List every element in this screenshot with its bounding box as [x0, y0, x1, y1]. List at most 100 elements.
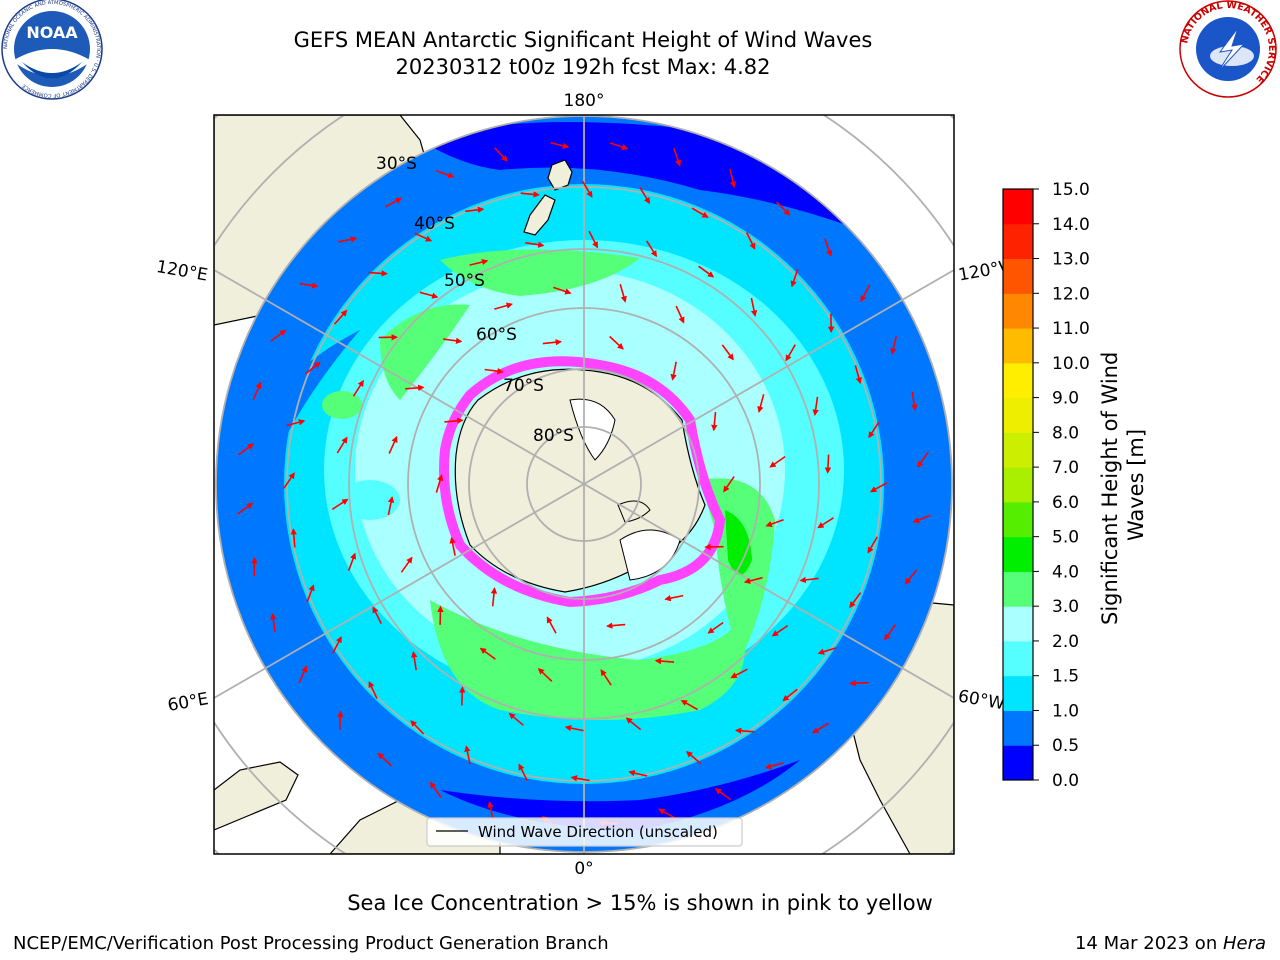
ross-ice-shelf — [569, 398, 616, 461]
wave-direction-arrow — [664, 594, 684, 602]
colorbar-tick-label: 6.0 — [1052, 493, 1079, 513]
colorbar-segment — [1003, 571, 1033, 607]
wave-direction-arrow — [405, 384, 425, 391]
wave-direction-arrow — [765, 762, 784, 770]
wind-wave-arrows — [237, 141, 931, 829]
wave-direction-arrow — [868, 421, 880, 439]
wave-direction-arrow — [730, 668, 748, 679]
colorbar-tick-label: 2.0 — [1052, 632, 1079, 652]
wave-direction-arrow — [817, 647, 837, 655]
wave-direction-arrow — [286, 419, 306, 427]
wave-direction-arrow — [911, 391, 918, 411]
wave-direction-arrow — [444, 417, 464, 424]
sea-ice-caption: Sea Ice Concentration > 15% is shown in … — [347, 891, 933, 915]
colorbar-segment — [1003, 501, 1033, 538]
wave-direction-arrow — [799, 576, 819, 584]
wave-direction-arrow — [890, 335, 898, 355]
lon-label-60e: 60°E — [166, 689, 210, 716]
wave-direction-arrow — [729, 169, 737, 189]
plot-title-line2: 20230312 t00z 192h fcst Max: 4.82 — [395, 55, 771, 79]
colorbar-tick-label: 8.0 — [1052, 423, 1079, 443]
wave-direction-arrow — [824, 454, 832, 474]
wave-direction-arrow — [494, 147, 508, 162]
wave-direction-arrow — [785, 344, 796, 362]
new-zealand-land — [523, 159, 573, 236]
colorbar-segment — [1003, 467, 1033, 503]
wave-direction-arrow — [609, 142, 629, 151]
graticule — [214, 115, 954, 854]
colorbar-segment — [1003, 675, 1033, 711]
wave-direction-arrow — [860, 284, 871, 303]
wave-direction-arrow — [600, 669, 612, 686]
wave-direction-arrow — [609, 335, 624, 350]
colorbar-label: Significant Height of Wind Waves [m] — [1098, 345, 1148, 625]
wave-direction-arrow — [619, 283, 627, 303]
wave-direction-arrow — [817, 517, 834, 529]
colorbar-tick-label: 3.0 — [1052, 597, 1079, 617]
wave-direction-arrow — [525, 241, 545, 248]
colorbar-border — [1002, 188, 1034, 781]
meridian-60e-120w — [214, 269, 954, 699]
wave-direction-arrow — [331, 498, 349, 510]
wave-direction-arrow — [654, 657, 675, 665]
wave-direction-arrow — [745, 232, 756, 250]
wave-direction-arrow — [388, 435, 398, 454]
lat-label-30s: 30°S — [376, 154, 417, 174]
wave-direction-arrow — [384, 197, 403, 208]
colorbar-label-line1: Significant Height of Wind — [1098, 352, 1122, 625]
noaa-logo-text: NOAA — [26, 23, 78, 42]
wave-direction-arrow — [776, 201, 791, 216]
wave-direction-arrow — [459, 686, 466, 706]
colorbar-tick-label: 13.0 — [1052, 250, 1090, 270]
lat-label-70s: 70°S — [503, 376, 544, 396]
colorbar-tick-label: 12.0 — [1052, 284, 1090, 304]
colorbar-tick-label: 14.0 — [1052, 215, 1090, 235]
lon-label-0: 0° — [574, 859, 593, 879]
colorbar-segment — [1003, 432, 1033, 468]
wave-direction-arrow — [581, 180, 593, 198]
wave-direction-arrow — [368, 270, 388, 277]
wave-direction-arrow — [419, 291, 439, 299]
wave-direction-arrow — [867, 536, 878, 554]
wave-direction-arrow — [347, 552, 357, 571]
wave-direction-arrow — [869, 482, 888, 493]
colorbar-segment — [1003, 223, 1033, 260]
wave-direction-arrow — [849, 680, 869, 687]
wave-direction-arrow — [479, 647, 496, 660]
wave-direction-arrow — [588, 230, 599, 249]
colorbar-segment — [1003, 640, 1033, 677]
wave-direction-arrow — [435, 474, 444, 493]
nws-logo-icon: NATIONAL WEATHER SERVICE — [1179, 0, 1277, 98]
colorbar-segment — [1003, 328, 1033, 364]
wave-direction-arrow — [646, 240, 657, 258]
wave-direction-arrow — [912, 514, 931, 524]
wave-direction-arrow — [299, 282, 319, 289]
map-legend: Wind Wave Direction (unscaled) — [426, 817, 743, 847]
colorbar-tick-label: 5.0 — [1052, 528, 1079, 548]
colorbar-tick-label: 15.0 — [1052, 180, 1090, 200]
wave-direction-arrow — [790, 268, 799, 288]
wave-direction-arrow — [570, 775, 590, 782]
wave-direction-arrow — [336, 436, 348, 454]
footer-date-text: 14 Mar 2023 on — [1074, 933, 1223, 954]
wave-direction-arrow — [765, 518, 784, 528]
wave-direction-arrow — [714, 788, 731, 801]
wave-direction-arrow — [553, 286, 572, 295]
wave-direction-arrow — [854, 365, 862, 385]
footer-host: Hera — [1222, 933, 1266, 954]
wave-direction-arrow — [290, 528, 297, 548]
wave-direction-arrow — [298, 665, 308, 684]
wave-direction-arrow — [338, 236, 358, 243]
wave-direction-arrow — [252, 381, 262, 400]
colorbar-segment — [1003, 536, 1033, 572]
wave-direction-arrow — [436, 170, 455, 179]
wave-direction-arrow — [270, 329, 287, 342]
wave-direction-arrow — [465, 206, 485, 213]
wave-direction-arrow — [782, 688, 798, 702]
lat-label-50s: 50°S — [444, 271, 485, 291]
plot-title-line1: GEFS MEAN Antarctic Significant Height o… — [293, 28, 873, 52]
wave-direction-arrow — [812, 722, 830, 734]
wave-direction-arrow — [606, 622, 626, 629]
wave-direction-arrow — [917, 451, 929, 468]
colorbar-segment — [1003, 745, 1033, 781]
